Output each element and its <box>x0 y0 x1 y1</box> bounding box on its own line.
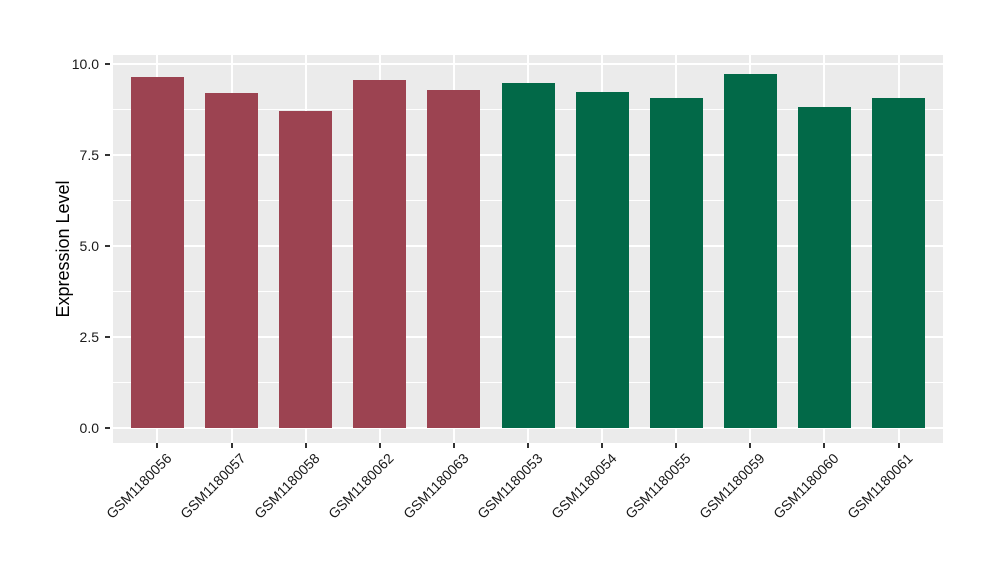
y-axis-tick <box>105 245 110 247</box>
x-axis-tick <box>823 443 826 448</box>
bar-GSM1180055 <box>649 97 703 428</box>
y-axis-tick-label: 5.0 <box>79 238 99 254</box>
x-axis-tick <box>304 443 307 448</box>
plot-panel <box>113 55 943 443</box>
x-axis-tick <box>749 443 752 448</box>
x-axis-tick-label: GSM1180061 <box>844 450 916 522</box>
x-axis-tick <box>897 443 900 448</box>
bar-GSM1180062 <box>353 80 407 428</box>
y-axis-tick-label: 7.5 <box>79 147 99 163</box>
x-axis-tick-label: GSM1180057 <box>177 450 249 522</box>
x-axis-tick-label: GSM1180059 <box>695 450 768 522</box>
x-axis-tick <box>230 443 233 448</box>
bar-GSM1180057 <box>205 93 259 428</box>
x-axis-tick-label: GSM1180053 <box>473 450 546 522</box>
y-axis-tick <box>105 336 110 338</box>
bar-GSM1180058 <box>279 110 333 428</box>
bar-GSM1180056 <box>130 76 184 428</box>
bar-GSM1180061 <box>872 97 926 428</box>
x-axis-tick <box>378 443 381 448</box>
bar-GSM1180060 <box>797 106 851 428</box>
x-axis-tick-label: GSM1180060 <box>770 450 842 522</box>
y-axis-tick <box>105 427 110 429</box>
bar-GSM1180063 <box>427 90 481 428</box>
y-axis-tick-label: 2.5 <box>79 329 99 345</box>
bar-GSM1180053 <box>501 82 555 428</box>
x-axis-tick-label: GSM1180058 <box>251 450 323 522</box>
bar-GSM1180059 <box>723 73 777 428</box>
x-axis-tick <box>601 443 604 448</box>
y-axis-tick <box>105 63 110 65</box>
x-axis-tick <box>156 443 159 448</box>
x-axis-tick-label: GSM1180056 <box>103 450 175 522</box>
bar-GSM1180054 <box>575 92 629 428</box>
x-axis-tick <box>452 443 455 448</box>
x-axis-tick-label: GSM1180062 <box>325 450 398 522</box>
x-axis-tick-label: GSM1180054 <box>547 450 620 522</box>
x-axis-tick-label: GSM1180055 <box>621 450 694 522</box>
x-axis-tick-label: GSM1180063 <box>399 450 472 522</box>
y-axis-tick-label: 0.0 <box>79 420 99 436</box>
y-axis-tick-label: 10.0 <box>71 56 99 72</box>
x-axis-tick <box>527 443 529 448</box>
y-axis-tick <box>105 154 110 156</box>
x-axis-tick <box>675 443 678 448</box>
